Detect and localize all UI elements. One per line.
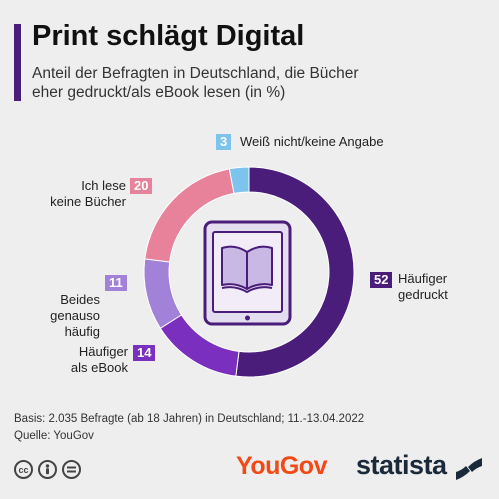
slice-4-label: Ich lese keine Bücher — [50, 178, 126, 209]
donut-slice-3 — [143, 258, 183, 329]
chart-subtitle: Anteil der Befragten in Deutschland, die… — [32, 64, 492, 102]
chart-title: Print schlägt Digital — [32, 20, 305, 52]
slice-5-value-badge: 3 — [216, 134, 232, 150]
slice-1-value-badge: 52 — [370, 272, 393, 288]
cc-icon: cc — [14, 460, 33, 479]
slice-5-label: Weiß nicht/keine Angabe — [240, 134, 384, 149]
subtitle-line-2: eher gedruckt/als eBook lesen (in %) — [32, 84, 286, 101]
donut-slice-1 — [235, 166, 355, 378]
slice-3-value-badge: 11 — [105, 275, 127, 291]
slice-2-value-badge: 14 — [133, 345, 156, 361]
accent-bar — [14, 24, 21, 101]
footer-notes: Basis: 2.035 Befragte (ab 18 Jahren) in … — [14, 411, 364, 445]
source-note: Quelle: YouGov — [14, 430, 94, 442]
yougov-logo: YouGov — [236, 452, 327, 480]
slice-4-value-badge: 20 — [130, 178, 153, 194]
basis-note: Basis: 2.035 Befragte (ab 18 Jahren) in … — [14, 413, 365, 425]
statista-logo: statista — [356, 450, 447, 480]
slice-1-label: Häufiger gedruckt — [398, 271, 448, 302]
license-icons: cc — [14, 460, 81, 479]
slice-3-label: Beides genauso häufig — [50, 292, 100, 339]
subtitle-line-1: Anteil der Befragten in Deutschland, die… — [32, 65, 359, 82]
equals-icon — [62, 460, 81, 479]
statista-mark-icon — [456, 458, 482, 480]
person-icon — [38, 460, 57, 479]
donut-slices — [143, 166, 355, 378]
slice-2-label: Häufiger als eBook — [70, 344, 128, 375]
ebook-reader-icon — [203, 220, 292, 326]
donut-slice-5 — [228, 166, 250, 195]
